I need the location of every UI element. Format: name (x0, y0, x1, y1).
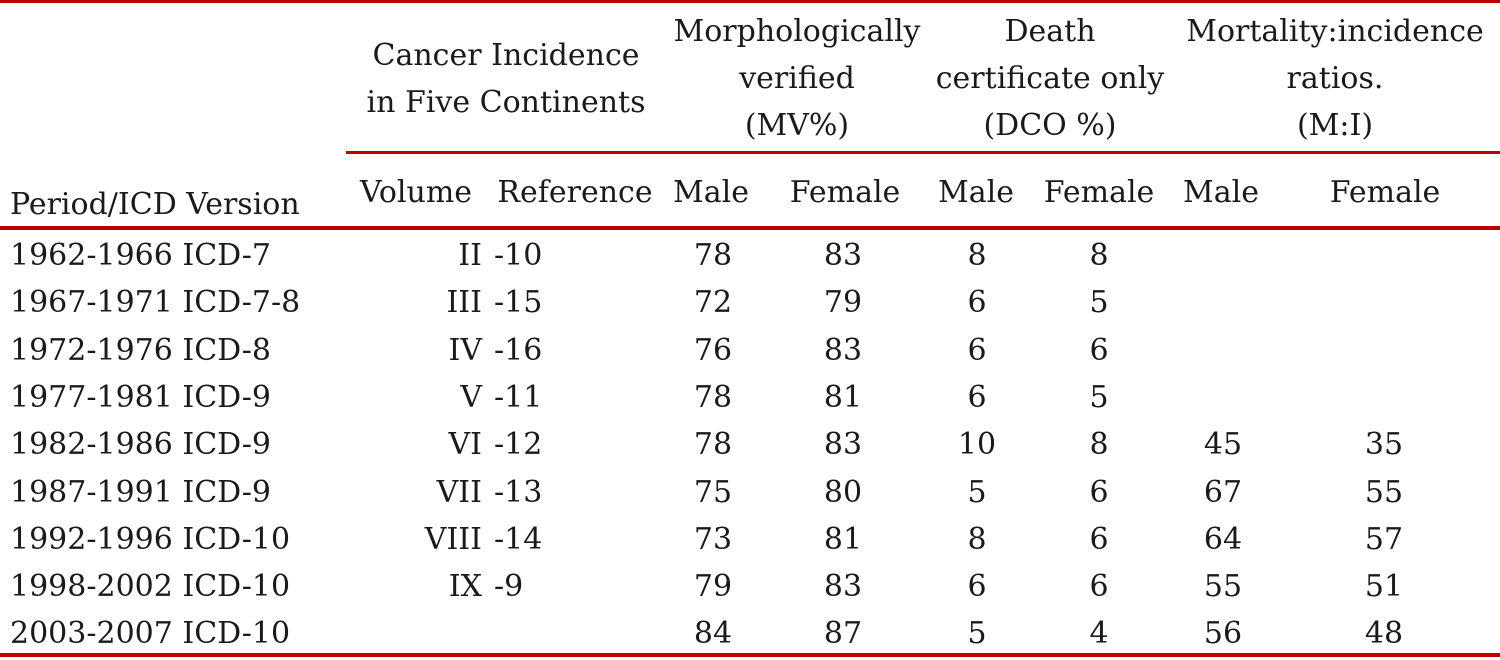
cell-dco-male: 10 (957, 427, 997, 463)
cell-dco-female: 6 (1089, 521, 1109, 557)
column-header-mi-male: Male (1183, 175, 1259, 210)
cell-volume: IX (448, 569, 482, 605)
cell-reference: -16 (494, 332, 543, 368)
cell-dco-female: 5 (1089, 379, 1109, 415)
cell-period: 2003-2007 ICD-10 (10, 616, 291, 652)
cell-period: 1992-1996 ICD-10 (10, 521, 291, 557)
cell-dco-male: 5 (967, 616, 987, 652)
cell-volume: IV (448, 332, 482, 368)
group-header-mv: Morphologically verified (MV%) (674, 8, 921, 149)
group-header-mv-line: Morphologically (673, 14, 921, 49)
cell-dco-male: 8 (967, 521, 987, 557)
group-header-ci5: Cancer Incidence in Five Continents (367, 32, 646, 126)
cell-mi-female: 35 (1364, 427, 1404, 463)
cell-mv-male: 72 (693, 285, 733, 321)
group-header-mv-line: (MV%) (744, 108, 850, 143)
cell-mv-female: 83 (823, 332, 863, 368)
cell-mi-male: 67 (1203, 474, 1243, 510)
cell-dco-female: 8 (1089, 427, 1109, 463)
cell-mv-female: 80 (823, 474, 863, 510)
header-bottom-rule (0, 226, 1500, 230)
table-top-rule (0, 0, 1500, 3)
cell-period: 1987-1991 ICD-9 (10, 474, 272, 510)
group-header-ci5-line: Cancer Incidence (372, 38, 640, 73)
cell-mi-male: 56 (1203, 616, 1243, 652)
cell-reference: -15 (494, 285, 543, 321)
cell-dco-female: 4 (1089, 616, 1109, 652)
cell-reference: -10 (494, 238, 543, 273)
group-header-dco: Death certificate only (DCO %) (936, 8, 1165, 149)
cell-dco-female: 6 (1089, 332, 1109, 368)
group-header-mi-line: ratios. (1286, 61, 1384, 96)
cell-mv-female: 83 (823, 427, 863, 463)
cell-period: 1982-1986 ICD-9 (10, 427, 272, 463)
group-header-dco-line: (DCO %) (983, 108, 1117, 143)
cell-mi-female: 55 (1364, 474, 1404, 510)
column-header-period: Period/ICD Version (10, 187, 300, 222)
cell-reference: -13 (494, 474, 543, 510)
cell-dco-female: 6 (1089, 474, 1109, 510)
table-bottom-rule (0, 653, 1500, 657)
cell-mv-male: 73 (693, 521, 733, 557)
column-header-dco-male: Male (938, 175, 1014, 210)
cell-volume: III (446, 285, 482, 321)
group-header-dco-line: Death (1004, 14, 1096, 49)
cell-mi-female: 48 (1364, 616, 1404, 652)
cell-mv-female: 81 (823, 521, 863, 557)
cell-reference: -12 (494, 427, 543, 463)
cell-period: 1962-1966 ICD-7 (10, 238, 272, 273)
group-header-mi-line: (M:I) (1296, 108, 1374, 143)
column-header-mv-female: Female (789, 175, 901, 210)
group-header-rule (346, 151, 1500, 154)
cell-volume: VIII (424, 521, 482, 557)
cell-mv-male: 79 (693, 569, 733, 605)
column-header-mi-female: Female (1329, 175, 1441, 210)
cell-period: 1998-2002 ICD-10 (10, 569, 291, 605)
column-header-reference: Reference (497, 175, 653, 210)
cell-dco-male: 6 (967, 379, 987, 415)
cell-dco-male: 6 (967, 285, 987, 321)
cell-mi-male: 64 (1203, 521, 1243, 557)
cell-mi-female: 57 (1364, 521, 1404, 557)
cell-reference: -14 (494, 521, 543, 557)
cell-mv-male: 76 (693, 332, 733, 368)
group-header-dco-line: certificate only (935, 61, 1165, 96)
cell-mv-female: 83 (823, 569, 863, 605)
cell-dco-male: 6 (967, 569, 987, 605)
cell-mv-male: 78 (693, 238, 733, 273)
column-header-dco-female: Female (1043, 175, 1155, 210)
cell-period: 1977-1981 ICD-9 (10, 379, 272, 415)
cell-mi-female: 51 (1364, 569, 1404, 605)
cell-mv-male: 84 (693, 616, 733, 652)
cell-mv-male: 78 (693, 427, 733, 463)
cell-period: 1972-1976 ICD-8 (10, 332, 272, 368)
cell-dco-male: 8 (967, 238, 987, 273)
group-header-mi-line: Mortality:incidence (1186, 14, 1484, 49)
cell-volume: VII (436, 474, 482, 510)
cell-volume: V (460, 379, 482, 415)
column-header-volume: Volume (359, 175, 473, 210)
cell-mv-female: 81 (823, 379, 863, 415)
cell-dco-female: 6 (1089, 569, 1109, 605)
group-header-mi: Mortality:incidence ratios. (M:I) (1186, 8, 1484, 149)
cell-volume: VI (448, 427, 482, 463)
group-header-ci5-line: in Five Continents (366, 85, 646, 120)
group-header-mv-line: verified (739, 61, 855, 96)
column-header-mv-male: Male (673, 175, 749, 210)
cell-reference: -9 (494, 569, 524, 605)
cell-mv-male: 75 (693, 474, 733, 510)
cell-period: 1967-1971 ICD-7-8 (10, 285, 301, 321)
cell-mi-male: 45 (1203, 427, 1243, 463)
cell-dco-male: 5 (967, 474, 987, 510)
cell-mv-female: 87 (823, 616, 863, 652)
cell-dco-female: 8 (1089, 238, 1109, 273)
cell-reference: -11 (494, 379, 543, 415)
cell-mv-female: 83 (823, 238, 863, 273)
cell-mi-male: 55 (1203, 569, 1243, 605)
cell-dco-female: 5 (1089, 285, 1109, 321)
cell-mv-male: 78 (693, 379, 733, 415)
cell-mv-female: 79 (823, 285, 863, 321)
cell-volume: II (458, 238, 482, 273)
cell-dco-male: 6 (967, 332, 987, 368)
